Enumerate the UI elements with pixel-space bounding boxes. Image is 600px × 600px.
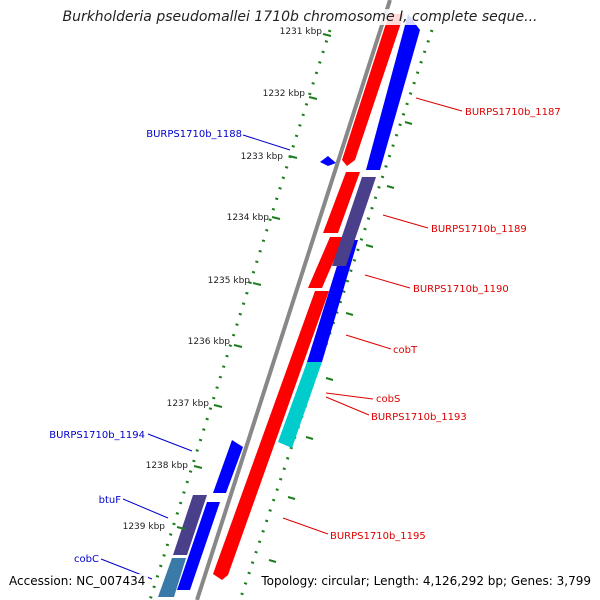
ruler-tick [365,244,374,248]
svg-text:cobT: cobT [393,345,418,356]
tick-label: 1237 kbp [167,399,210,409]
tick-label: 1235 kbp [208,276,251,286]
ruler-tick [386,185,395,189]
right-gene-labels: BURPS1710b_1187 BURPS1710b_1189 BURPS171… [282,97,561,542]
ruler-tick [305,436,314,440]
tick-1233: 1233 kbp [241,152,298,162]
gene-burps1710b-1190-reverse[interactable] [307,240,358,362]
left-gene-labels: BURPS1710b_1188 BURPS1710b_1194 btuF cob… [49,129,291,580]
gene-burps1710b-1188[interactable] [320,156,336,166]
tick-label: 1234 kbp [227,213,270,223]
gene-burps1710b-1187[interactable] [342,14,404,166]
label-burps1710b-1193[interactable]: BURPS1710b_1193 [325,396,467,423]
tick-1235: 1235 kbp [208,276,262,286]
tick-1232: 1232 kbp [263,89,318,100]
ruler-track [148,29,434,600]
ruler-tick [345,312,354,316]
tick-label: 1239 kbp [123,522,166,532]
svg-text:cobC: cobC [74,554,99,565]
label-burps1710b-1194[interactable]: BURPS1710b_1194 [49,430,193,452]
chromosome-backbone [195,0,392,600]
tick-label: 1238 kbp [146,461,189,471]
ruler-dotted-line [148,29,332,600]
ruler-dotted-line [238,29,434,600]
ruler-tick [268,559,277,563]
ruler-tick [325,377,334,381]
label-burps1710b-1195[interactable]: BURPS1710b_1195 [282,517,426,542]
gene-burps1710b-1189[interactable] [323,172,360,233]
gene-burps1710b-1193[interactable] [278,362,322,448]
svg-text:BURPS1710b_1188: BURPS1710b_1188 [146,129,242,140]
svg-text:BURPS1710b_1189: BURPS1710b_1189 [431,224,527,235]
gene-features [158,14,420,597]
svg-text:BURPS1710b_1195: BURPS1710b_1195 [330,531,426,542]
label-cobS[interactable]: cobS [325,392,400,405]
gene-burps1710b-1187-reverse[interactable] [366,14,420,170]
label-burps1710b-1188[interactable]: BURPS1710b_1188 [146,129,291,151]
tick-1239: 1239 kbp [123,522,186,532]
label-btuF[interactable]: btuF [99,495,169,519]
label-burps1710b-1187[interactable]: BURPS1710b_1187 [415,97,561,118]
label-burps1710b-1189[interactable]: BURPS1710b_1189 [382,214,527,235]
gene-btuF-reverse[interactable] [177,502,220,590]
tick-label: 1233 kbp [241,152,284,162]
tick-label: 1232 kbp [263,89,306,99]
ruler-tick [287,496,296,500]
tick-1231: 1231 kbp [280,27,332,37]
svg-text:BURPS1710b_1190: BURPS1710b_1190 [413,284,509,295]
gene-cobT[interactable] [332,177,376,266]
svg-text:BURPS1710b_1194: BURPS1710b_1194 [49,430,145,441]
tick-1237: 1237 kbp [167,399,223,409]
tick-1238: 1238 kbp [146,461,203,471]
svg-text:cobS: cobS [376,394,400,405]
accession-text: Accession: NC_007434 [6,574,149,588]
tick-label: 1231 kbp [280,27,323,37]
gene-burps1710b-1194[interactable] [213,440,243,493]
tick-1236: 1236 kbp [188,337,243,348]
svg-text:BURPS1710b_1193: BURPS1710b_1193 [371,412,467,423]
svg-text:btuF: btuF [99,495,122,506]
topology-summary-text: Topology: circular; Length: 4,126,292 bp… [258,574,594,588]
kbp-ticks: 1231 kbp 1232 kbp 1233 kbp 1234 kbp 1235… [123,27,332,532]
label-cobT[interactable]: cobT [345,334,418,356]
svg-text:BURPS1710b_1187: BURPS1710b_1187 [465,107,561,118]
tick-label: 1236 kbp [188,337,231,347]
tick-1234: 1234 kbp [227,213,281,223]
sequence-title: Burkholderia pseudomallei 1710b chromoso… [0,9,600,25]
gene-btuF[interactable] [173,495,207,555]
gene-cobC[interactable] [158,558,186,597]
gene-burps1710b-1195[interactable] [213,291,329,580]
gene-burps1710b-1190[interactable] [308,237,344,288]
label-burps1710b-1190[interactable]: BURPS1710b_1190 [364,274,509,295]
ruler-tick [404,121,413,125]
